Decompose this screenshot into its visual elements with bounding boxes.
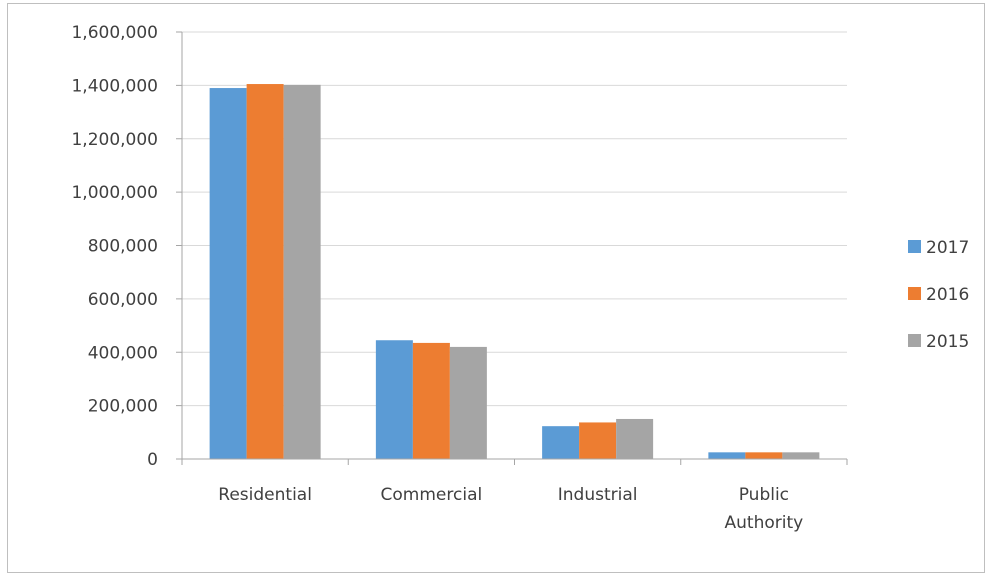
legend-swatch xyxy=(908,240,921,253)
x-category-label: Authority xyxy=(725,513,804,533)
bar-2015 xyxy=(449,346,487,459)
legend-item: 2016 xyxy=(908,285,969,305)
legend-label: 2015 xyxy=(926,332,969,352)
x-axis: Residential Commercial Industrial Public Aut… xyxy=(181,458,848,533)
y-tick-label: 1,000,000 xyxy=(71,183,158,203)
bar-2016 xyxy=(579,422,617,459)
legend-label: 2017 xyxy=(926,238,969,258)
bar-2016 xyxy=(412,342,450,459)
legend-item: 2015 xyxy=(908,332,969,352)
x-category-label: Commercial xyxy=(381,485,483,505)
bar-2015 xyxy=(616,418,654,459)
legend-item: 2017 xyxy=(908,238,969,258)
legend-swatch xyxy=(908,287,921,300)
y-axis-ticks: 0 200,000 400,000 600,000 800,000 1,000,000 1,… xyxy=(71,23,183,470)
bar-2016 xyxy=(246,84,284,460)
chart-frame xyxy=(7,3,985,573)
y-tick-label: 1,600,000 xyxy=(71,23,158,43)
y-tick-label: 600,000 xyxy=(88,290,158,310)
bar-2015 xyxy=(782,452,820,459)
bar-2017 xyxy=(209,88,247,459)
legend: 2017 2016 2015 xyxy=(908,238,969,352)
y-tick-label: 200,000 xyxy=(88,397,158,417)
y-tick-label: 1,200,000 xyxy=(71,130,158,150)
y-tick-label: 0 xyxy=(147,450,158,470)
bar-2017 xyxy=(708,452,746,459)
y-tick-label: 1,400,000 xyxy=(71,76,158,96)
x-category-label: Public xyxy=(739,485,789,505)
bars xyxy=(209,84,820,460)
bar-2017 xyxy=(375,340,413,459)
y-tick-label: 800,000 xyxy=(88,237,158,257)
y-tick-label: 400,000 xyxy=(88,343,158,363)
x-category-label: Industrial xyxy=(558,485,638,505)
legend-label: 2016 xyxy=(926,285,969,305)
bar-2017 xyxy=(542,426,580,459)
bar-2015 xyxy=(283,84,321,459)
bar-2016 xyxy=(745,452,783,459)
x-category-label: Residential xyxy=(218,485,312,505)
legend-swatch xyxy=(908,334,921,347)
